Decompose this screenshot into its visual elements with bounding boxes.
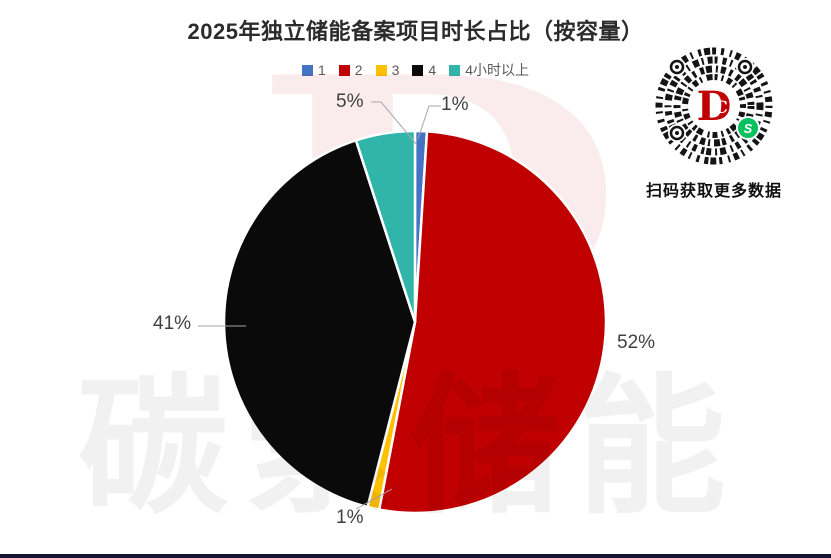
pie-chart xyxy=(222,129,608,515)
legend-item-3: 3 xyxy=(375,62,400,78)
svg-text:S: S xyxy=(744,121,753,136)
legend-item-4: 4 xyxy=(412,62,436,78)
legend-label: 1 xyxy=(318,62,326,78)
legend-swatch-black xyxy=(412,64,424,76)
data-label-red-52pct: 52% xyxy=(617,332,656,353)
data-label-yellow-1pct: 1% xyxy=(336,507,364,528)
chart-title: 2025年独立储能备案项目时长占比（按容量） xyxy=(187,19,644,44)
bottom-border-line xyxy=(0,554,831,558)
chart-legend: 1 2 3 4 4小时以上 xyxy=(0,60,831,80)
data-label-blue-1pct: 1% xyxy=(441,94,469,115)
legend-item-1: 1 xyxy=(302,62,326,78)
qr-center-logo-d: D xyxy=(697,83,732,130)
qr-position-markers xyxy=(668,58,754,142)
legend-swatch-teal xyxy=(449,64,461,76)
data-label-black-41pct: 41% xyxy=(153,313,192,334)
qr-center-backing xyxy=(691,83,737,129)
qr-code-block: D C S 扫码获取更多数据 xyxy=(636,46,792,201)
legend-label: 2 xyxy=(354,62,363,78)
wechat-miniprogram-icon: S xyxy=(736,116,760,140)
qr-center-logo-c: C xyxy=(714,98,728,118)
legend-item-4h-plus: 4小时以上 xyxy=(449,60,529,80)
legend-swatch-blue xyxy=(302,64,313,76)
qr-caption: 扫码获取更多数据 xyxy=(645,183,782,200)
legend-swatch-yellow xyxy=(375,64,387,76)
qr-code-icon: D C S xyxy=(655,47,773,165)
legend-label: 4小时以上 xyxy=(465,62,529,78)
legend-swatch-red xyxy=(338,64,350,76)
pie-slice-4 xyxy=(222,139,417,509)
legend-label: 4 xyxy=(428,62,437,78)
legend-item-2: 2 xyxy=(338,62,363,78)
data-label-teal-5pct: 5% xyxy=(336,91,364,112)
legend-label: 3 xyxy=(391,62,400,78)
pie-slice-2 xyxy=(377,130,608,515)
